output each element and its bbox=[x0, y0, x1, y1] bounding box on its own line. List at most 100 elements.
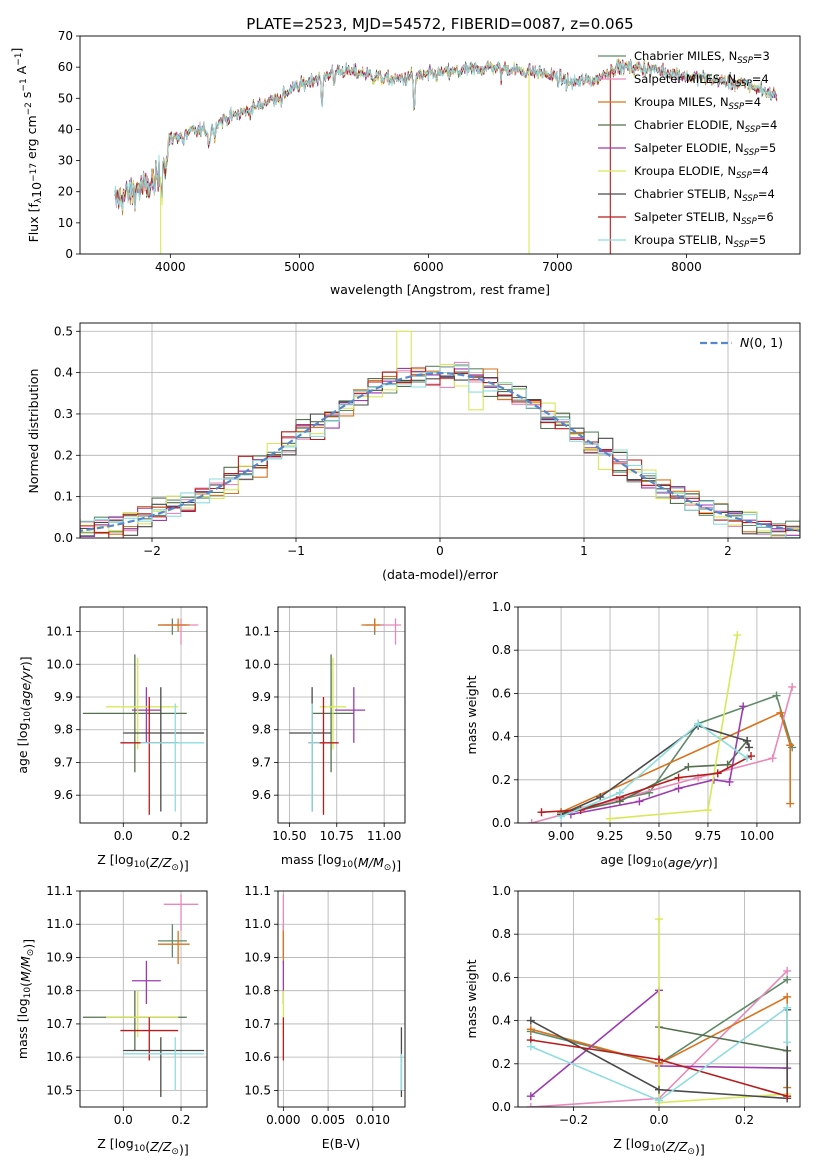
label-part: ⊙ bbox=[171, 1147, 179, 1157]
y-tick-label: 9.9 bbox=[54, 690, 73, 704]
legend-entry: Salpeter MILES, NSSP=4 bbox=[634, 72, 769, 89]
y-tick-label: 9.6 bbox=[252, 788, 271, 802]
label-part: 10 bbox=[29, 182, 44, 198]
legend-value: =4 bbox=[760, 118, 777, 132]
x-tick-label: 4000 bbox=[155, 260, 186, 274]
label-part: Flux [f bbox=[26, 203, 41, 243]
weight-marker bbox=[713, 769, 722, 778]
legend-name: Kroupa MILES, N bbox=[634, 95, 729, 109]
label-part: )] bbox=[708, 855, 718, 870]
y-tick-label: 11.1 bbox=[244, 884, 271, 898]
axes-frame bbox=[79, 890, 208, 1108]
y-tick-label: 0.6 bbox=[492, 970, 511, 984]
x-tick-label: 1 bbox=[580, 544, 588, 558]
legend-name: Chabrier MILES, N bbox=[634, 49, 737, 63]
weight-marker bbox=[783, 975, 792, 984]
y-tick-label: 0.4 bbox=[492, 1014, 511, 1028]
weight-marker bbox=[674, 773, 683, 782]
age-vs-metallicity-panel: 0.0 0.29.69.79.89.910.010.1Z [log10(Z/Z⊙)… bbox=[15, 606, 208, 873]
weight-line-chabrier-elodie bbox=[658, 1026, 788, 1052]
y-tick-label: 0.8 bbox=[492, 643, 511, 657]
x-tick-label: 6000 bbox=[413, 260, 444, 274]
label-part: age/yr bbox=[668, 855, 709, 870]
weight-marker bbox=[694, 719, 703, 728]
weight-marker bbox=[526, 1092, 535, 1101]
label-part: ] bbox=[9, 48, 24, 53]
y-tick-label: 10.0 bbox=[46, 657, 73, 671]
label-part: ( bbox=[663, 855, 668, 870]
weight-line-kroupa-stelib bbox=[560, 722, 748, 818]
axes-frame bbox=[277, 890, 406, 1108]
axes-frame bbox=[79, 35, 801, 255]
y-tick-label: 10.7 bbox=[46, 1017, 73, 1031]
label-part: −2 bbox=[24, 102, 34, 115]
plot-area bbox=[527, 631, 797, 823]
weight-marker bbox=[783, 1092, 792, 1101]
weight-marker bbox=[739, 702, 748, 711]
legend-name: N bbox=[740, 335, 750, 350]
label-part: Z [log bbox=[97, 1136, 133, 1151]
y-tick-label: 10.0 bbox=[244, 657, 271, 671]
y-tick-label: 0.3 bbox=[54, 407, 73, 421]
legend-name: Chabrier STELIB, N bbox=[634, 187, 742, 201]
spectrum-panel: 4000 5000 6000 7000 8000 0 10 20 30 40 50 60 70 wavel… bbox=[9, 29, 801, 297]
y-tick-label: 0.0 bbox=[492, 1100, 511, 1114]
y-tick-label: 9.6 bbox=[54, 788, 73, 802]
y-tick-label: 10.1 bbox=[244, 625, 271, 639]
legend-value: =4 bbox=[758, 187, 775, 201]
label-part: ⊙ bbox=[384, 863, 392, 873]
y-tick-label: 40 bbox=[58, 122, 73, 136]
x-tick-label: 7000 bbox=[542, 260, 573, 274]
weight-marker bbox=[786, 741, 795, 750]
x-tick-label: 10.50 bbox=[272, 829, 306, 843]
weight-marker bbox=[537, 808, 546, 817]
x-tick-label: 0.010 bbox=[356, 1113, 390, 1127]
label-part: −1 bbox=[14, 53, 24, 66]
weight-marker bbox=[783, 992, 792, 1001]
label-part: )] bbox=[695, 1142, 705, 1157]
y-tick-label: 20 bbox=[58, 185, 73, 199]
weight-marker bbox=[743, 736, 752, 745]
y-tick-label: 0.1 bbox=[54, 490, 73, 504]
label-part: Z/Z bbox=[665, 1139, 688, 1154]
x-tick-label: 0 bbox=[436, 544, 444, 558]
y-tick-label: 0.2 bbox=[492, 773, 511, 787]
weight-marker bbox=[703, 806, 712, 815]
x-axis-label: Z [log10(Z/Z⊙)] bbox=[613, 1136, 704, 1157]
weight-marker bbox=[788, 682, 797, 691]
normal-reference-curve bbox=[80, 371, 800, 532]
legend-sub: SSP bbox=[734, 240, 750, 250]
x-axis-label: E(B-V) bbox=[322, 1136, 361, 1151]
x-axis-label: Z [log10(Z/Z⊙)] bbox=[97, 1136, 188, 1157]
y-tick-label: 11.1 bbox=[46, 884, 73, 898]
label-part: ( bbox=[18, 706, 33, 711]
mass-weight-vs-metallicity-panel: −0.2 0.0 0.2 0.0 0.2 0.4 0.6 0.8 1.0 Z [log10(Z/Z… bbox=[464, 884, 801, 1157]
label-part: mass [log bbox=[281, 852, 342, 867]
x-tick-label: 9.75 bbox=[695, 829, 722, 843]
histogram-salpeter-miles bbox=[80, 361, 800, 535]
label-part: ⊙ bbox=[26, 949, 36, 957]
legend-value: =4 bbox=[752, 72, 769, 86]
label-part: ( bbox=[18, 982, 33, 987]
residual-histogram-panel: −2 −1 0 1 2 0.0 0.1 0.2 0.3 0.4 0.5 (data-model)/er… bbox=[26, 322, 801, 582]
y-tick-label: 0.4 bbox=[492, 730, 511, 744]
weight-marker bbox=[527, 819, 536, 823]
x-tick-label: 0.005 bbox=[311, 1113, 345, 1127]
legend-value: =4 bbox=[752, 164, 769, 178]
label-part: 10 bbox=[652, 860, 664, 870]
weight-marker bbox=[655, 1085, 663, 1094]
y-tick-label: 0.8 bbox=[492, 927, 511, 941]
label-part: ⊙ bbox=[171, 863, 179, 873]
label-part: 10 bbox=[650, 1144, 662, 1154]
weight-marker bbox=[772, 691, 781, 700]
weight-marker bbox=[684, 762, 693, 771]
weight-marker bbox=[783, 966, 792, 975]
x-tick-label: 0.0 bbox=[114, 1113, 133, 1127]
x-tick-label: −1 bbox=[287, 544, 305, 558]
legend-entry: Kroupa ELODIE, NSSP=4 bbox=[634, 164, 769, 181]
y-axis-label: mass weight bbox=[464, 675, 479, 754]
weight-marker bbox=[655, 915, 663, 924]
plot-area bbox=[82, 618, 205, 815]
axes-frame bbox=[277, 606, 406, 824]
